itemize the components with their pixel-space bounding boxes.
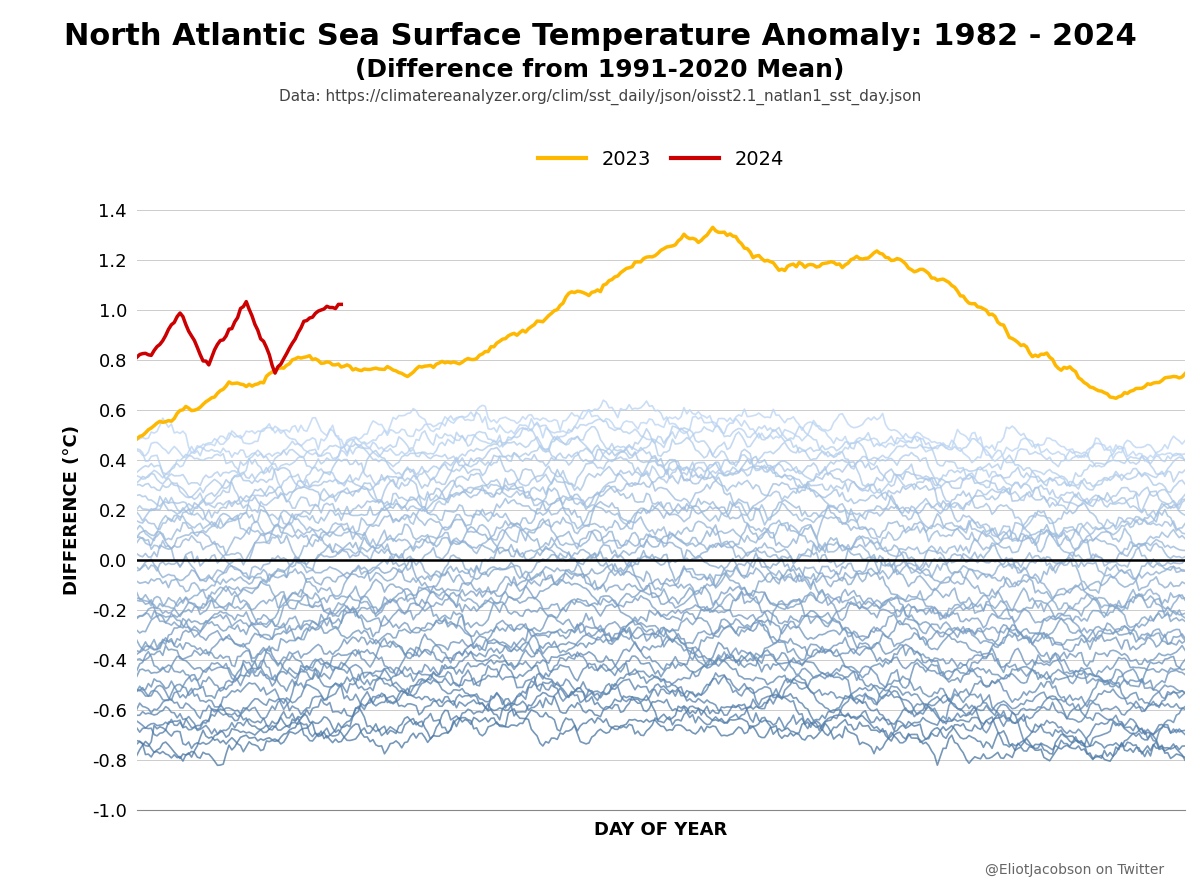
Y-axis label: DIFFERENCE (°C): DIFFERENCE (°C) [64,425,82,595]
Legend: 2023, 2024: 2023, 2024 [530,142,792,176]
Text: @EliotJacobson on Twitter: @EliotJacobson on Twitter [985,862,1164,877]
Text: North Atlantic Sea Surface Temperature Anomaly: 1982 - 2024: North Atlantic Sea Surface Temperature A… [64,22,1136,52]
X-axis label: DAY OF YEAR: DAY OF YEAR [594,821,727,839]
Text: Data: https://climatereanalyzer.org/clim/sst_daily/json/oisst2.1_natlan1_sst_day: Data: https://climatereanalyzer.org/clim… [278,89,922,105]
Text: (Difference from 1991-2020 Mean): (Difference from 1991-2020 Mean) [355,58,845,82]
